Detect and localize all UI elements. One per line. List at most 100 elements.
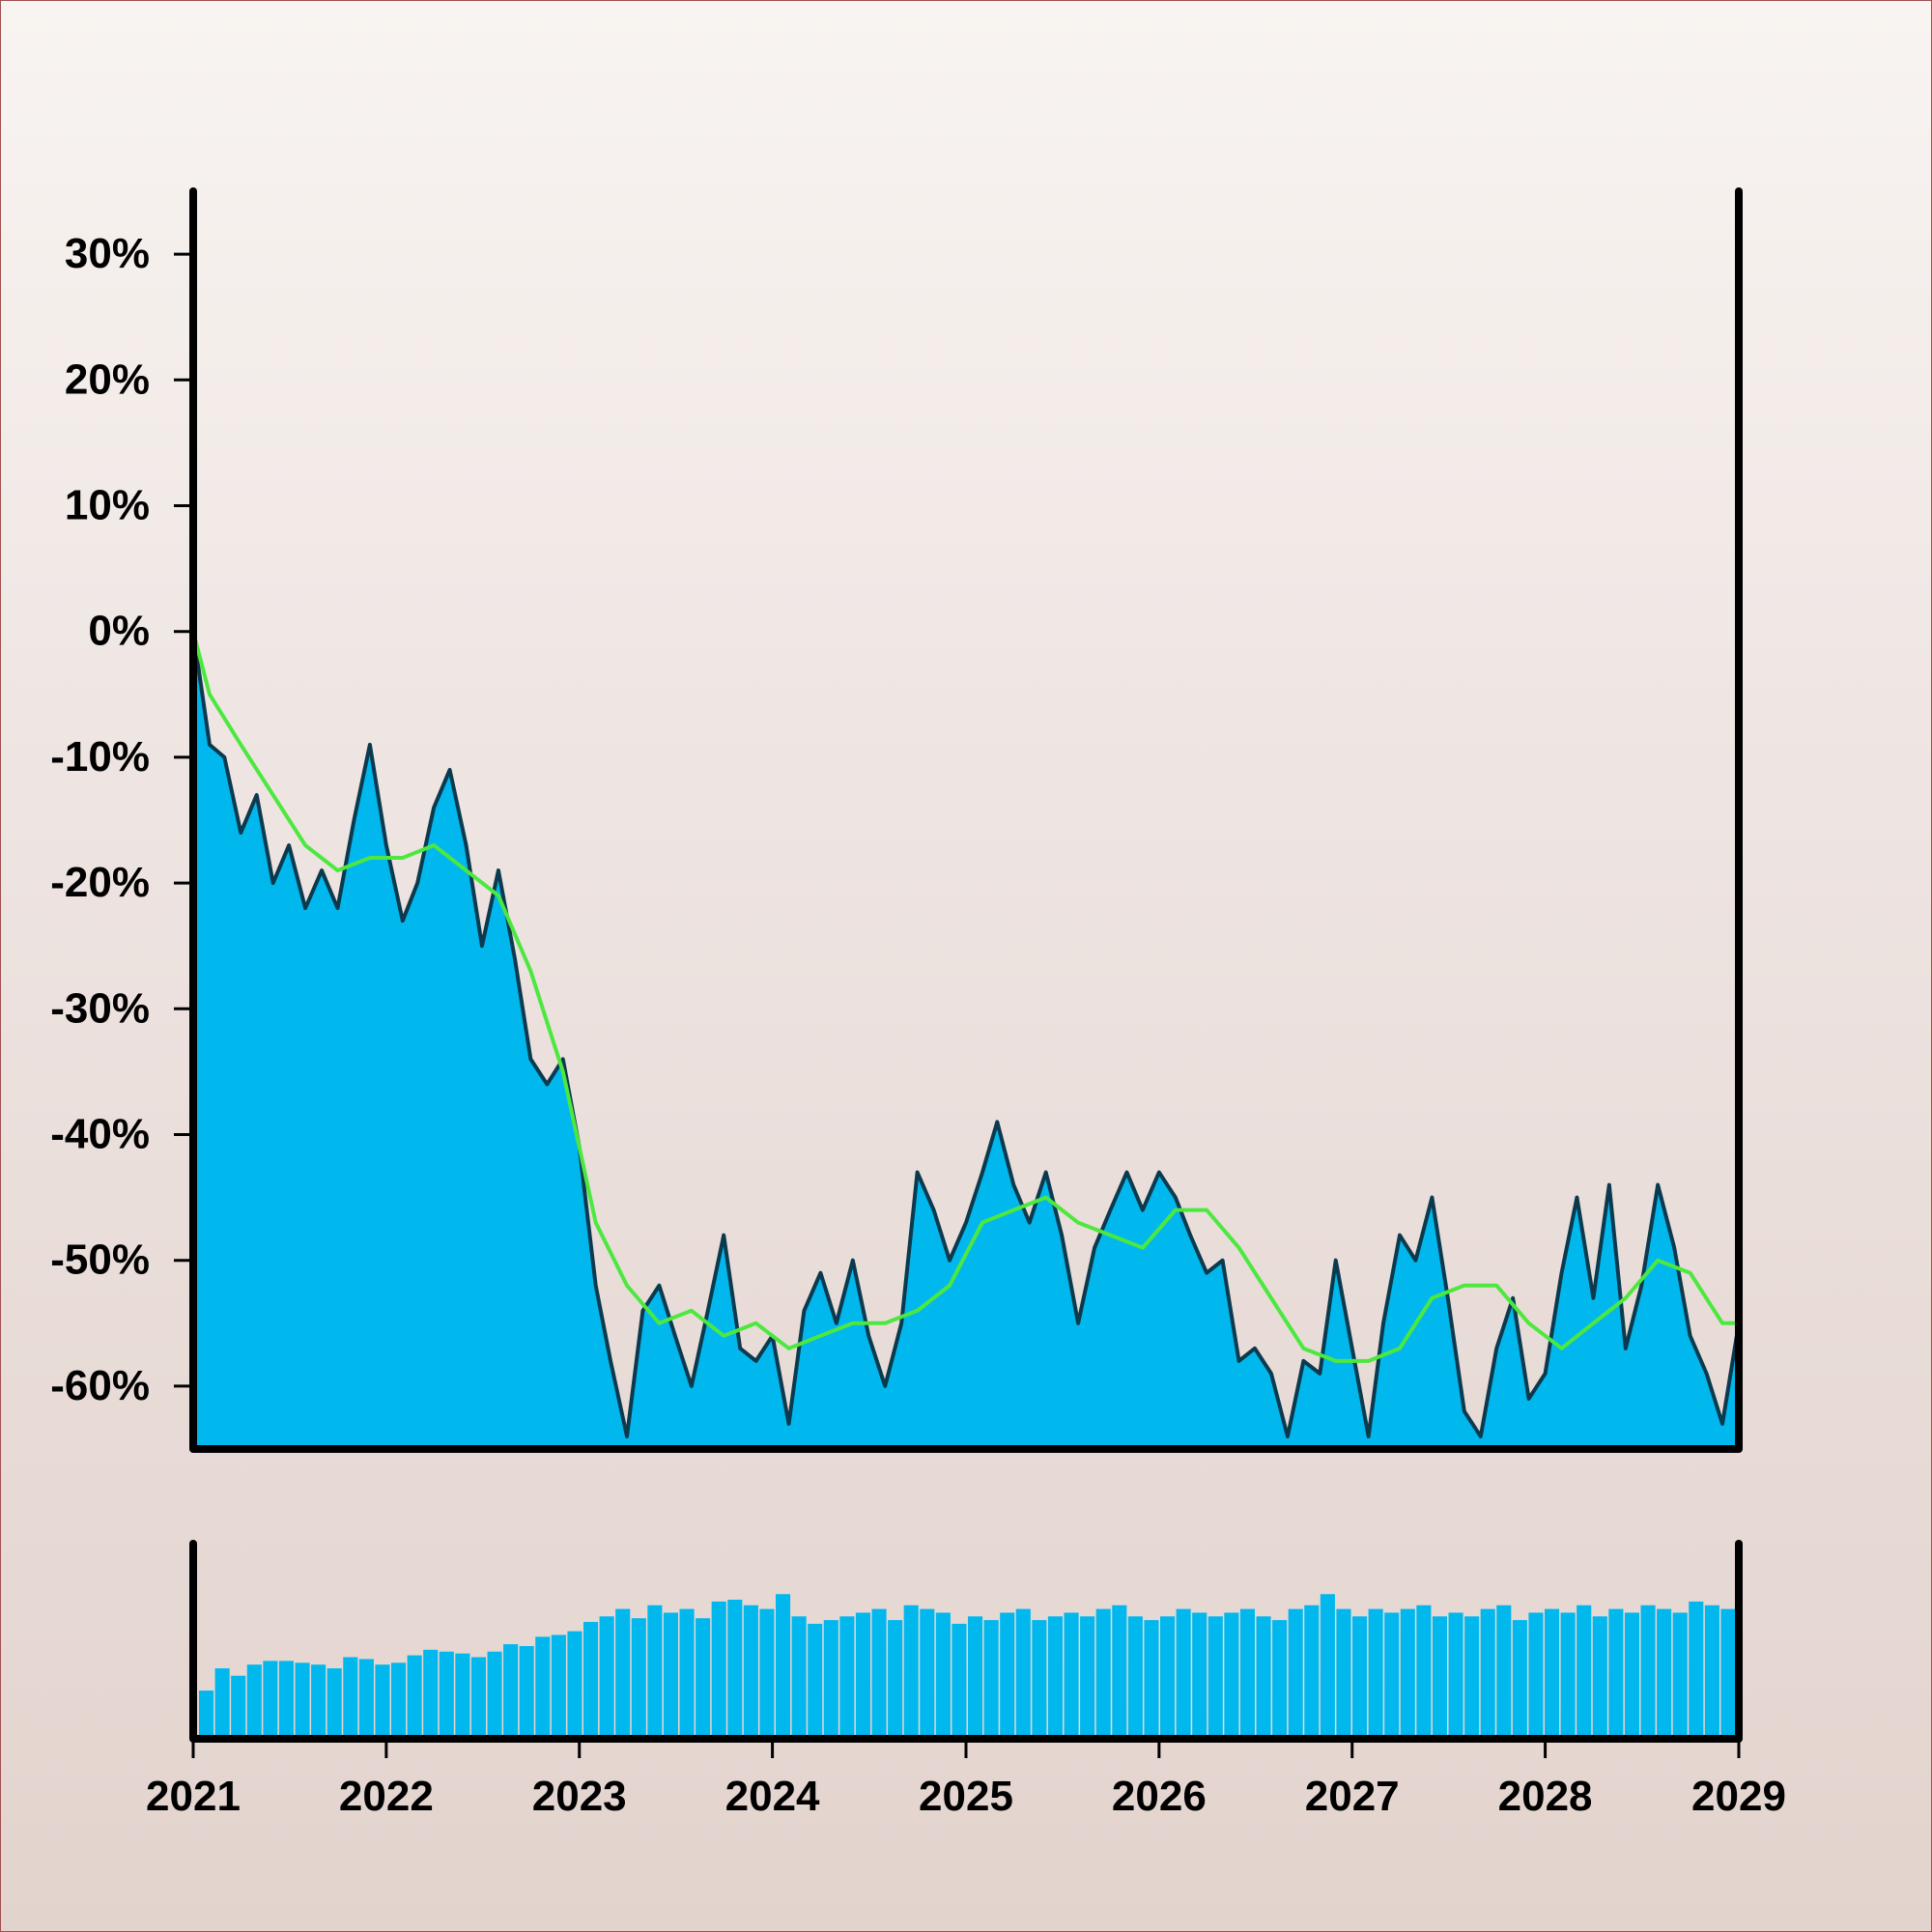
volume-bar [1256,1616,1271,1739]
volume-bar [776,1594,791,1739]
volume-bar [1015,1608,1031,1739]
volume-bar [455,1653,470,1739]
volume-bar [1496,1605,1512,1739]
volume-bar [743,1605,758,1739]
volume-bar [1176,1608,1191,1739]
volume-bar [1416,1605,1432,1739]
volume-bar [1448,1612,1463,1739]
volume-bar [839,1616,855,1739]
volume-bar [263,1661,278,1739]
volume-bar [696,1618,711,1739]
volume-bar [423,1649,439,1739]
volume-bar [1464,1616,1480,1739]
volume-bar [1320,1594,1335,1739]
volume-bar [1689,1601,1704,1739]
volume-bar [278,1661,294,1739]
volume-bar [1512,1620,1527,1739]
x-tick-label: 2026 [1112,1773,1207,1820]
volume-bar [903,1605,919,1739]
volume-bar [663,1612,678,1739]
x-tick-label: 2029 [1691,1773,1786,1820]
volume-bar [1528,1612,1544,1739]
volume-bar [551,1634,566,1739]
volume-bar [983,1620,999,1739]
volume-bar [470,1657,486,1739]
y-tick-label: -30% [50,984,150,1032]
y-tick-label: 10% [65,482,150,529]
volume-bar [358,1659,374,1739]
volume-bar [823,1620,838,1739]
volume-bar [214,1668,230,1739]
x-tick-label: 2024 [725,1773,820,1820]
volume-bar [519,1646,534,1739]
volume-bar [679,1608,695,1739]
volume-bar [968,1616,983,1739]
volume-bar [1080,1616,1095,1739]
volume-bar [1672,1612,1688,1739]
volume-bar [1192,1612,1208,1739]
volume-bar [871,1608,887,1739]
volume-bar [343,1657,358,1739]
drawdown-area [193,631,1739,1449]
volume-bar [1208,1616,1223,1739]
moving-average-line [191,631,1739,1363]
volume-bar [439,1651,454,1739]
y-tick-label: -50% [50,1236,150,1284]
y-tick-label: 20% [65,355,150,403]
volume-bar [1272,1620,1288,1739]
volume-bar [1704,1605,1719,1739]
volume-bar [711,1601,726,1739]
volume-bar [1000,1612,1015,1739]
axes: 30% 20% 10% 0% -10% -20% -30% -40% -50% -60% 2021 2… [50,187,1786,1820]
drawdown-line [191,631,1741,1438]
y-tick-label: -20% [50,859,150,906]
volume-bar [1064,1612,1079,1739]
volume-bar [503,1644,519,1739]
volume-bar [1432,1616,1447,1739]
volume-bar [583,1622,599,1739]
volume-bar [1224,1612,1239,1739]
x-tick-label: 2021 [146,1773,241,1820]
x-tick-label: 2023 [532,1773,627,1820]
x-tick-label: 2028 [1498,1773,1593,1820]
volume-bar [1160,1616,1176,1739]
volume-bar [1560,1612,1576,1739]
volume-bar [375,1664,390,1739]
volume-bar [1400,1608,1415,1739]
volume-bar [327,1668,342,1739]
volume-bar [1368,1608,1383,1739]
volume-bar [888,1620,903,1739]
volume-bar [599,1616,614,1739]
volume-bar [231,1675,246,1739]
y-tick-label: 0% [88,608,150,655]
volume-bar [1352,1616,1368,1739]
volume-bar [407,1655,422,1739]
volume-bar [295,1662,310,1739]
volume-bar [855,1612,870,1739]
volume-bar [791,1616,807,1739]
volume-bar [1384,1612,1400,1739]
volume-bar [1577,1605,1592,1739]
volume-bar [935,1612,951,1739]
volume-bar [1239,1608,1255,1739]
y-tick-label: -10% [50,733,150,781]
volume-bar [647,1605,663,1739]
volume-bar [1032,1620,1047,1739]
volume-bar [391,1662,407,1739]
volume-bar [631,1618,646,1739]
main-price-panel [191,631,1741,1449]
volume-bar [759,1608,775,1739]
volume-bar [1336,1608,1351,1739]
volume-bar [1640,1605,1656,1739]
volume-bar [727,1600,743,1739]
volume-bar [1127,1616,1143,1739]
volume-bar [567,1631,582,1739]
y-tick-label: 30% [65,230,150,277]
volume-bar [1545,1608,1560,1739]
y-tick-label: -40% [50,1111,150,1158]
volume-bar [487,1651,502,1739]
volume-bar [615,1608,631,1739]
volume-bar [1657,1608,1672,1739]
volume-bar [1112,1605,1127,1739]
